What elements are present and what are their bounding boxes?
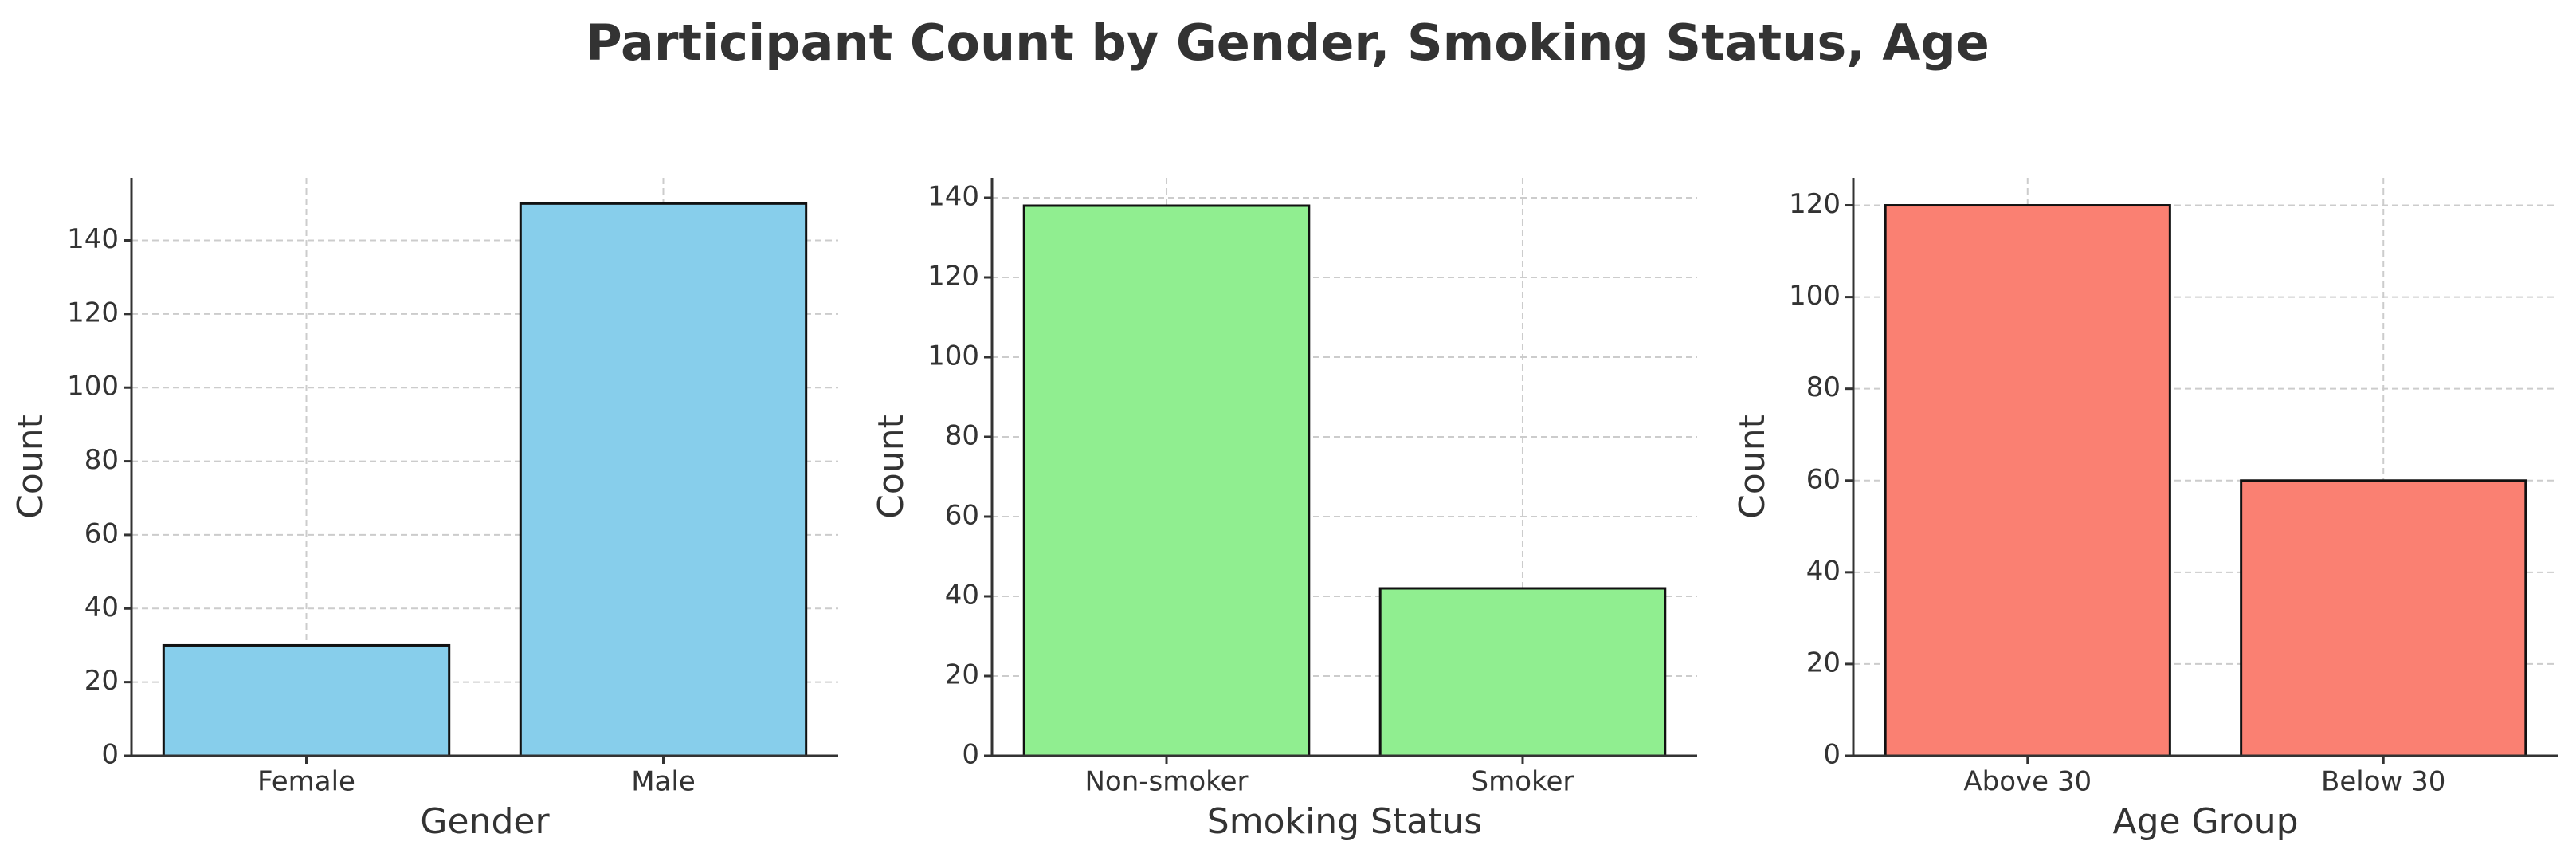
y-tick-label: 140 <box>67 223 119 255</box>
y-tick-label: 140 <box>927 181 979 213</box>
y-tick-label: 80 <box>1806 372 1841 403</box>
bar <box>162 643 451 757</box>
x-axis-label: Age Group <box>2112 801 2298 842</box>
y-axis-label: Count <box>1732 415 1773 519</box>
x-tick-label: Female <box>257 766 355 798</box>
y-tick-label: 40 <box>945 580 979 611</box>
x-tick-label: Above 30 <box>1963 766 2092 798</box>
y-tick-label: 20 <box>84 665 119 697</box>
y-tick-label: 80 <box>84 444 119 476</box>
y-tick-label: 100 <box>67 371 119 403</box>
y-tick-label: 120 <box>927 261 979 293</box>
y-axis-label: Count <box>10 415 51 519</box>
y-tick-label: 100 <box>927 340 979 372</box>
y-tick-label: 20 <box>1806 647 1841 678</box>
y-tick-label: 80 <box>945 420 979 452</box>
y-tick-label: 60 <box>945 500 979 532</box>
y-tick-label: 0 <box>101 739 119 771</box>
y-tick-label: 120 <box>1789 188 1841 220</box>
x-tick-label: Male <box>631 766 696 798</box>
bar <box>1022 204 1311 757</box>
x-axis-label: Gender <box>420 801 550 842</box>
y-tick-label: 40 <box>84 592 119 623</box>
x-tick-label: Non-smoker <box>1084 766 1248 798</box>
y-tick-label: 120 <box>67 297 119 328</box>
y-tick-label: 60 <box>84 517 119 549</box>
bar <box>519 202 808 757</box>
figure-title: Participant Count by Gender, Smoking Sta… <box>586 14 1990 72</box>
y-tick-label: 60 <box>1806 463 1841 495</box>
x-tick-label: Smoker <box>1472 766 1574 798</box>
y-axis-label: Count <box>871 415 912 519</box>
y-tick-label: 100 <box>1789 280 1841 312</box>
y-tick-label: 20 <box>945 659 979 691</box>
y-tick-label: 0 <box>1823 739 1841 771</box>
x-axis-label: Smoking Status <box>1207 801 1482 842</box>
bar <box>1884 204 2171 757</box>
bar <box>2240 479 2527 757</box>
bar <box>1378 587 1667 757</box>
x-tick-label: Below 30 <box>2321 766 2445 798</box>
y-tick-label: 0 <box>962 739 979 771</box>
y-tick-label: 40 <box>1806 555 1841 587</box>
